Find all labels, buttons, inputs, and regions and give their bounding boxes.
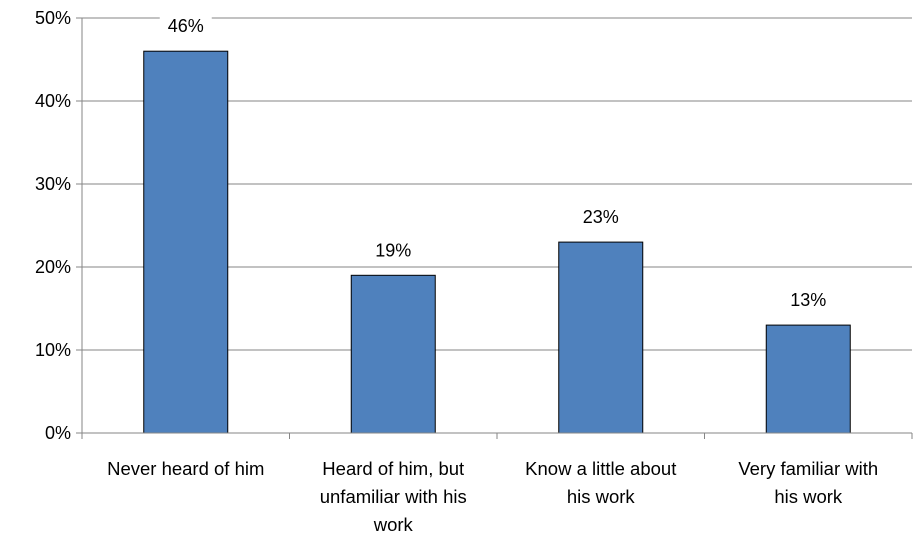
category-label: unfamiliar with his (320, 486, 467, 507)
data-label: 46% (168, 16, 204, 36)
category-label: his work (774, 486, 843, 507)
bar (350, 274, 436, 434)
data-label: 13% (790, 290, 826, 310)
data-label: 23% (583, 207, 619, 227)
data-label-background (782, 290, 835, 313)
y-tick-label: 30% (35, 174, 71, 194)
category-label: Know a little about (525, 458, 676, 479)
category-label: Heard of him, but (322, 458, 464, 479)
bars (143, 50, 851, 434)
axes (76, 17, 913, 439)
bar (143, 50, 229, 434)
category-label: Very familiar with (738, 458, 878, 479)
bar (558, 241, 644, 434)
data-label-background (159, 16, 212, 39)
data-label: 19% (375, 240, 411, 260)
labels: 0% 10% 20% 30% 40% 50% 46% Never heard of him 19… (35, 8, 878, 535)
y-tick-label: 50% (35, 8, 71, 28)
category-label: his work (567, 486, 636, 507)
y-tick-label: 40% (35, 91, 71, 111)
y-tick-label: 10% (35, 340, 71, 360)
category-label: work (373, 514, 414, 535)
data-label-background (574, 207, 627, 230)
bar (765, 324, 851, 434)
y-tick-label: 20% (35, 257, 71, 277)
y-tick-label: 0% (45, 423, 71, 443)
data-label-background (367, 240, 420, 263)
category-label: Never heard of him (107, 458, 264, 479)
